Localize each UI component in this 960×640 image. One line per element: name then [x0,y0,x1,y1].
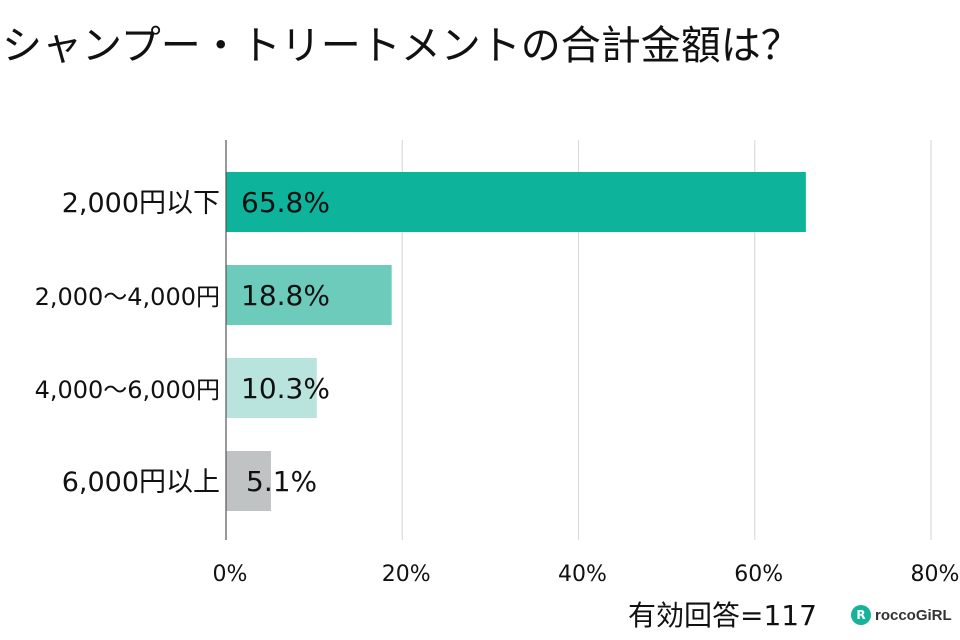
x-tick-label: 60% [734,562,783,587]
x-tick-label: 80% [911,562,960,587]
logo-text: roccoGiRL [875,606,952,624]
bar [226,265,392,325]
value-label: 5.1% [246,465,317,498]
x-tick-label: 40% [558,562,607,587]
response-count: 有効回答=117 [628,599,817,632]
category-label: 2,000円以下 [62,188,220,219]
bar [226,172,806,232]
category-label: 4,000〜6,000円 [35,376,220,404]
value-label: 18.8% [241,279,330,312]
logo-icon: R [851,605,871,625]
bar [226,358,317,418]
value-labels: 65.8% 18.8% 10.3% 5.1% [241,186,330,498]
chart-title: シャンプー・トリートメントの合計金額は？ [2,23,801,69]
value-label: 10.3% [241,372,330,405]
x-tick-label: 20% [382,562,431,587]
category-labels: 2,000円以下 2,000〜4,000円 4,000〜6,000円 6,000円以上 [35,188,220,498]
category-label: 6,000円以上 [62,467,220,498]
bar [226,451,271,511]
category-label: 2,000〜4,000円 [35,283,220,311]
x-tick-label: 0% [213,562,248,587]
brand-logo: R roccoGiRL [851,605,952,625]
bars [226,172,806,511]
value-label: 65.8% [241,186,330,219]
x-tick-labels: 0% 20% 40% 60% 80% [213,562,960,587]
